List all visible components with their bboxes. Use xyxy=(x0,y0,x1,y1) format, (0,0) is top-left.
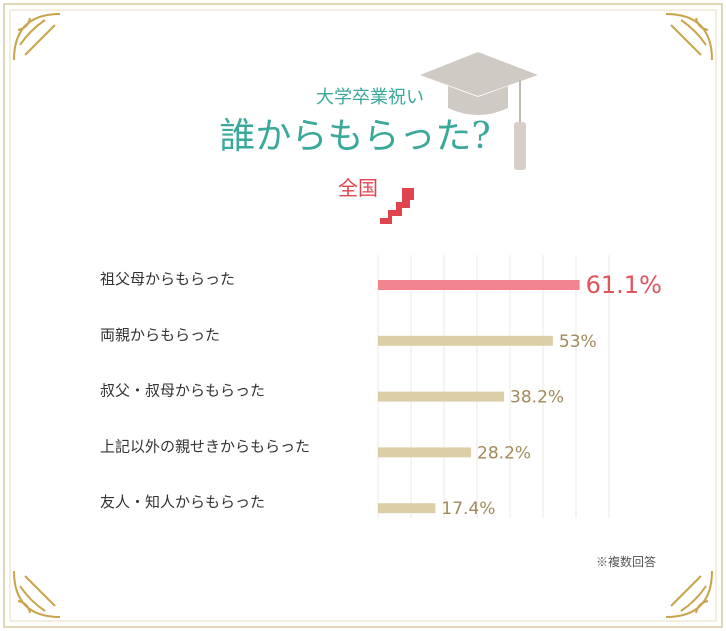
subtitle: 大学卒業祝い xyxy=(316,87,424,108)
value-label: 28.2% xyxy=(477,443,531,463)
title: 誰からもらった? xyxy=(219,116,490,157)
category-label: 友人・知人からもらった xyxy=(100,493,265,511)
value-label: 38.2% xyxy=(510,388,564,408)
japan-map-icon xyxy=(380,188,414,224)
inner-frame xyxy=(9,9,717,622)
category-label: 叔父・叔母からもらった xyxy=(100,382,265,400)
bar xyxy=(378,280,580,290)
bar xyxy=(378,447,472,458)
category-label: 両親からもらった xyxy=(100,326,220,344)
graduation-cap xyxy=(420,52,538,170)
category-label: 上記以外の親せきからもらった xyxy=(100,437,310,455)
outer-frame xyxy=(3,3,723,628)
corner-ornaments xyxy=(13,13,713,618)
value-label: 53% xyxy=(559,332,597,352)
region-label: 全国 xyxy=(338,176,378,200)
bar xyxy=(378,335,553,346)
category-label: 祖父母からもらった xyxy=(100,270,235,288)
note: ※複数回答 xyxy=(596,554,656,569)
value-label: 17.4% xyxy=(441,499,495,519)
bar xyxy=(378,503,436,514)
bar xyxy=(378,391,505,402)
value-label: 61.1% xyxy=(586,271,662,299)
